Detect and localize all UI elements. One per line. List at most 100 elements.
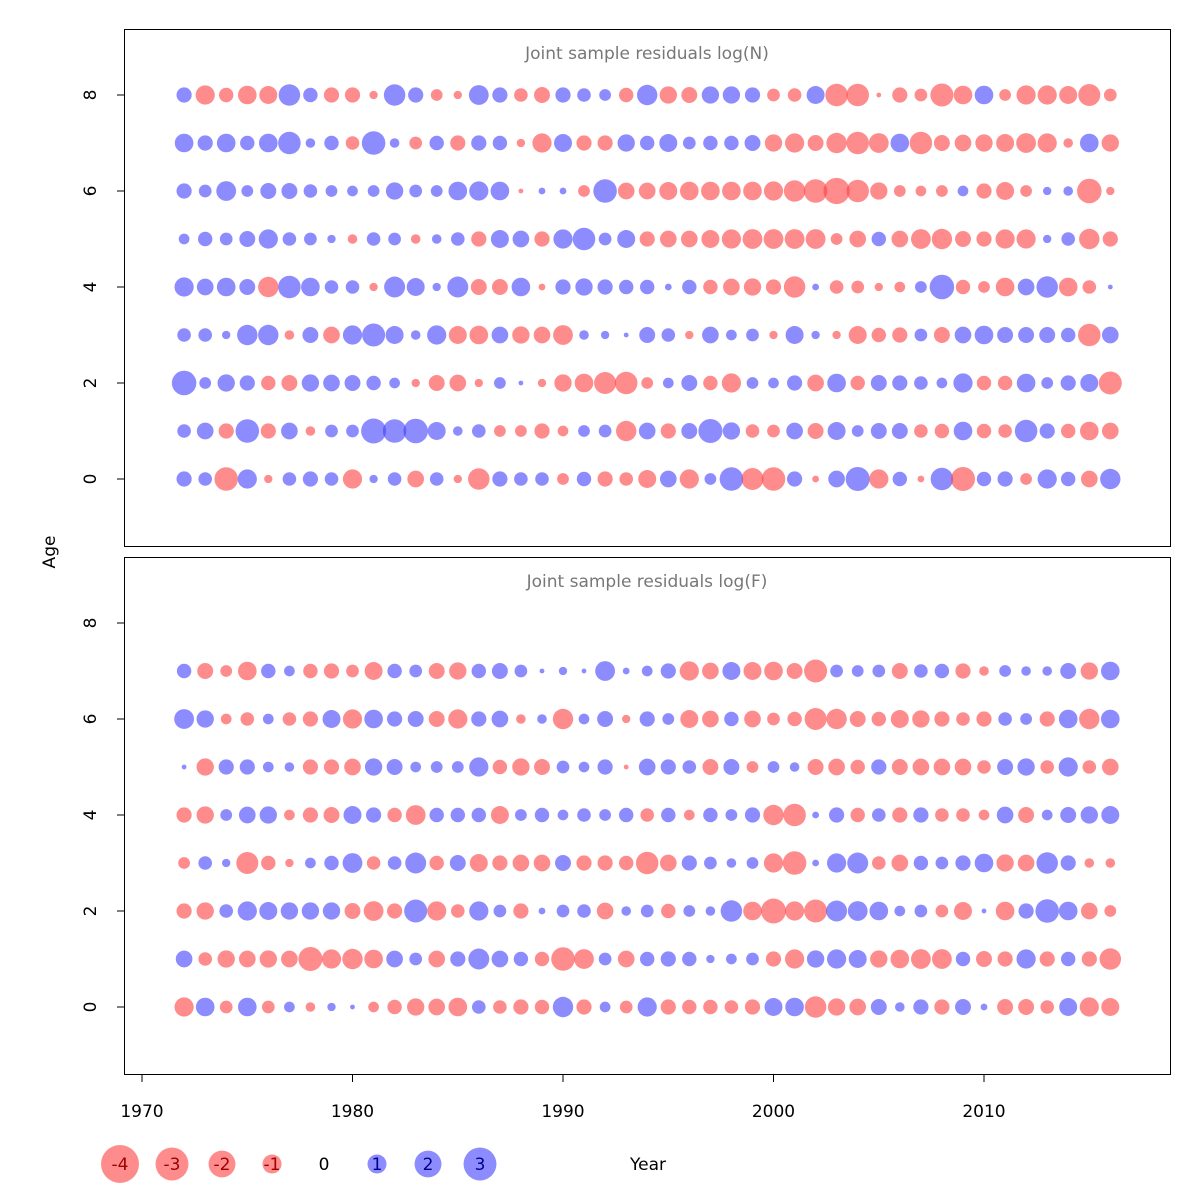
residual-bubble — [892, 807, 908, 823]
residual-bubble — [764, 661, 783, 681]
residual-bubble — [532, 133, 552, 153]
residual-bubble — [803, 179, 828, 203]
y-tick-label: 2 — [81, 906, 101, 917]
residual-bubble — [933, 135, 950, 151]
x-axis-label: Year — [629, 1155, 666, 1175]
residual-bubble — [914, 328, 928, 342]
residual-bubble — [451, 232, 465, 246]
residual-bubble — [1035, 899, 1059, 923]
residual-bubble — [554, 374, 572, 392]
residual-bubble — [492, 471, 508, 487]
residual-bubble — [538, 283, 546, 291]
residual-bubble — [175, 950, 193, 968]
residual-bubble — [1018, 327, 1035, 343]
y-tick-label: 8 — [81, 90, 101, 101]
residual-bubble — [1078, 323, 1101, 347]
residual-bubble — [595, 661, 616, 681]
residual-bubble — [1018, 903, 1034, 919]
residual-bubble — [807, 135, 824, 151]
residual-bubble — [574, 949, 594, 969]
residual-bubble — [1101, 326, 1119, 344]
residual-bubble — [222, 858, 231, 868]
residual-bubble — [913, 999, 929, 1015]
residual-bubble — [217, 374, 235, 392]
residual-bubble — [720, 900, 743, 922]
residual-bubble — [784, 949, 805, 969]
residual-bubble — [664, 283, 672, 291]
residual-bubble — [490, 230, 509, 248]
residual-bubble — [999, 665, 1011, 677]
residual-bubble — [934, 423, 950, 439]
legend-bubble — [262, 1154, 282, 1174]
residual-bubble — [406, 278, 425, 296]
residual-bubble — [746, 377, 759, 389]
residual-bubble — [576, 135, 592, 151]
residual-bubble — [429, 472, 444, 486]
residual-bubble — [176, 183, 192, 199]
residual-bubble — [178, 857, 190, 869]
residual-bubble — [955, 999, 971, 1015]
residual-bubble — [469, 901, 489, 921]
residual-bubble — [659, 134, 678, 152]
residual-bubble — [361, 418, 387, 444]
residual-bubble — [894, 1002, 905, 1012]
residual-bubble — [448, 709, 468, 729]
residual-bubble — [325, 185, 338, 197]
residual-bubble — [1079, 421, 1099, 441]
residual-bubble — [258, 229, 278, 249]
residual-bubble — [407, 711, 424, 727]
residual-bubble — [1017, 278, 1035, 296]
residual-bubble — [557, 425, 569, 437]
residual-bubble — [850, 759, 865, 775]
residual-bubble — [240, 712, 255, 726]
residual-bubble — [347, 185, 358, 197]
residual-bubble — [512, 758, 530, 776]
residual-bubble — [894, 905, 906, 917]
panel-log-f: Joint sample residuals log(F) 0 2 4 6 8 — [81, 557, 1171, 1075]
residual-bubble — [303, 663, 318, 679]
residual-bubble — [238, 950, 256, 968]
residual-bubble — [261, 663, 276, 679]
residual-bubble — [910, 949, 931, 969]
residual-bubble — [494, 425, 506, 437]
residual-bubble — [890, 710, 909, 728]
panel-log-f-title: Joint sample residuals log(F) — [526, 572, 768, 592]
residual-bubble — [953, 85, 973, 105]
residual-bubble — [535, 472, 549, 486]
y-tick-label: 8 — [81, 618, 101, 629]
residual-bubble — [176, 87, 192, 103]
residual-bubble — [871, 327, 887, 343]
residual-bubble — [619, 1000, 633, 1014]
residual-bubble — [534, 231, 550, 247]
residual-bubble — [171, 370, 197, 396]
residual-bubble — [597, 759, 613, 775]
residual-bubble — [303, 184, 318, 198]
residual-bubble — [1039, 711, 1055, 727]
residual-bubble — [492, 855, 508, 871]
residual-bubble — [468, 468, 490, 490]
residual-bubble — [366, 807, 382, 823]
residual-bubble — [869, 469, 889, 489]
panel-log-n-title: Joint sample residuals log(N) — [524, 44, 769, 64]
residual-bubble — [599, 89, 611, 101]
residual-bubble — [974, 853, 994, 873]
residual-bubble — [845, 466, 870, 492]
residual-bubble — [1079, 708, 1100, 730]
residual-bubble — [305, 426, 316, 436]
residual-bubble — [974, 325, 994, 345]
residual-bubble — [430, 761, 443, 773]
residual-bubble — [197, 231, 213, 247]
residual-bubble — [996, 854, 1014, 872]
residual-bubble — [876, 92, 882, 98]
residual-bubble — [680, 710, 699, 728]
residual-bubble — [350, 1004, 355, 1010]
residual-bubble — [848, 950, 867, 968]
residual-bubble — [218, 87, 234, 103]
residual-bubble — [1107, 284, 1113, 290]
residual-bubble — [787, 88, 802, 102]
residual-bubble — [174, 277, 194, 297]
residual-bubble — [787, 711, 802, 727]
residual-bubble — [804, 996, 827, 1018]
residual-bubble — [622, 667, 630, 675]
residual-bubble — [893, 185, 906, 197]
